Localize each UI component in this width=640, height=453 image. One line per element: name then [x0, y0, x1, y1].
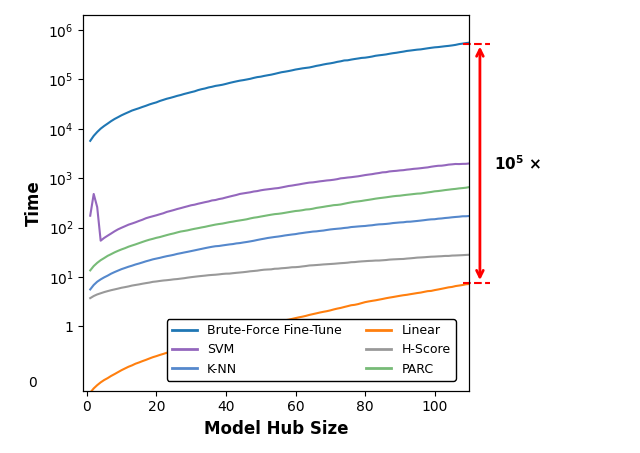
H-Score	[355, 259, 362, 265]
Line: SVM: SVM	[90, 164, 470, 241]
Brute-Force Fine-Tune	[260, 73, 268, 79]
Linear	[355, 301, 362, 307]
H-Score	[466, 252, 474, 257]
Linear	[271, 320, 278, 326]
X-axis label: Model Hub Size: Model Hub Size	[204, 420, 349, 438]
PARC	[260, 213, 268, 219]
Brute-Force Fine-Tune	[86, 138, 94, 144]
PARC	[455, 186, 463, 191]
SVM	[466, 161, 474, 166]
Linear	[442, 285, 449, 291]
SVM	[264, 187, 271, 192]
PARC	[271, 212, 278, 217]
SVM	[358, 173, 365, 178]
SVM	[86, 213, 94, 218]
SVM	[201, 199, 209, 205]
Linear	[86, 390, 94, 395]
K-NN	[260, 236, 268, 241]
H-Score	[198, 273, 205, 279]
K-NN	[355, 224, 362, 229]
H-Score	[260, 267, 268, 272]
Brute-Force Fine-Tune	[198, 87, 205, 92]
K-NN	[455, 214, 463, 219]
Line: K-NN: K-NN	[90, 216, 470, 289]
Line: Linear: Linear	[90, 284, 470, 393]
Text: 0: 0	[28, 376, 37, 390]
K-NN	[442, 215, 449, 221]
Legend: Brute-Force Fine-Tune, SVM, K-NN, Linear, H-Score, PARC: Brute-Force Fine-Tune, SVM, K-NN, Linear…	[166, 319, 456, 381]
Line: H-Score: H-Score	[90, 255, 470, 298]
Linear	[455, 283, 463, 288]
H-Score	[271, 266, 278, 271]
H-Score	[86, 295, 94, 301]
PARC	[198, 225, 205, 230]
Text: $\mathbf{10^5}$ $\mathbf{\times}$: $\mathbf{10^5}$ $\mathbf{\times}$	[494, 154, 541, 173]
K-NN	[198, 246, 205, 251]
H-Score	[455, 253, 463, 258]
Linear	[260, 323, 268, 328]
SVM	[459, 161, 467, 167]
Brute-Force Fine-Tune	[271, 71, 278, 77]
SVM	[445, 162, 452, 167]
K-NN	[466, 213, 474, 219]
Line: Brute-Force Fine-Tune: Brute-Force Fine-Tune	[90, 43, 470, 141]
K-NN	[86, 287, 94, 292]
H-Score	[442, 253, 449, 259]
PARC	[355, 199, 362, 204]
Linear	[466, 281, 474, 287]
Brute-Force Fine-Tune	[442, 43, 449, 49]
Brute-Force Fine-Tune	[466, 40, 474, 45]
Line: PARC: PARC	[90, 187, 470, 270]
SVM	[97, 238, 104, 243]
PARC	[442, 188, 449, 193]
Linear	[198, 339, 205, 344]
Brute-Force Fine-Tune	[355, 56, 362, 61]
Y-axis label: Time: Time	[24, 180, 43, 226]
PARC	[466, 184, 474, 190]
K-NN	[271, 234, 278, 240]
SVM	[275, 185, 282, 191]
PARC	[86, 268, 94, 273]
Brute-Force Fine-Tune	[455, 41, 463, 47]
